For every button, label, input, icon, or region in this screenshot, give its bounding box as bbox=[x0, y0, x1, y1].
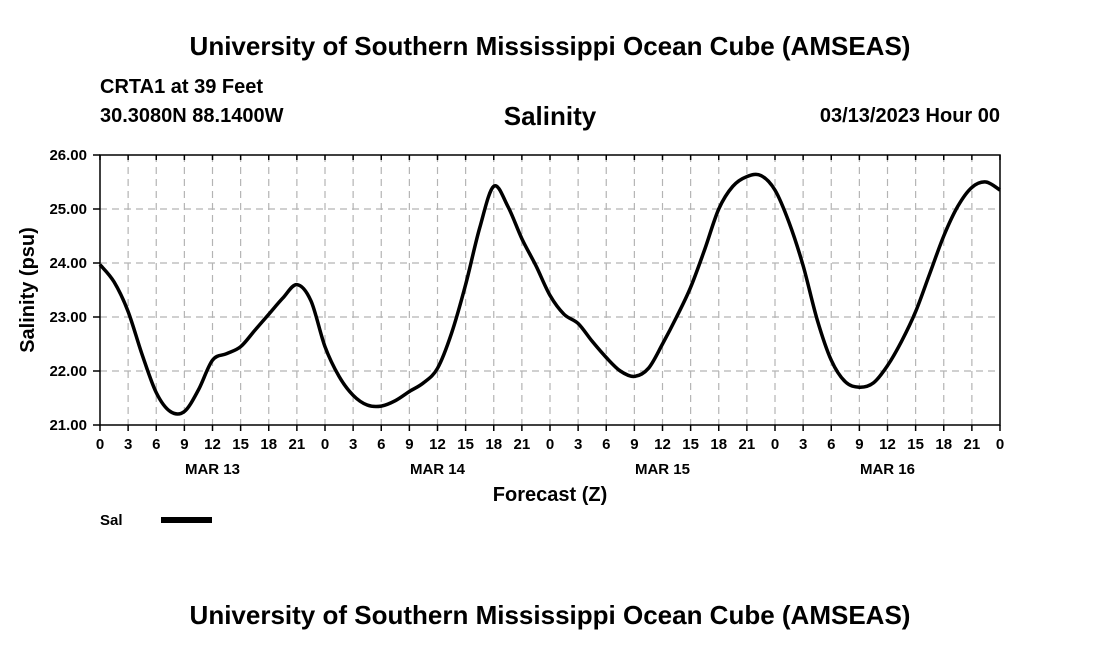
day-label: MAR 13 bbox=[185, 461, 240, 478]
x-tick-label: 0 bbox=[546, 436, 554, 453]
x-tick-label: 9 bbox=[855, 436, 863, 453]
x-tick-label: 18 bbox=[710, 436, 727, 453]
x-tick-label: 0 bbox=[771, 436, 779, 453]
x-tick-label: 15 bbox=[682, 436, 699, 453]
x-tick-label: 12 bbox=[204, 436, 221, 453]
x-tick-label: 21 bbox=[289, 436, 306, 453]
y-tick-label: 25.00 bbox=[49, 201, 87, 218]
grid-layer bbox=[100, 155, 1000, 425]
x-tick-label: 3 bbox=[574, 436, 582, 453]
x-tick-label: 21 bbox=[514, 436, 531, 453]
x-tick-label: 12 bbox=[879, 436, 896, 453]
day-label: MAR 15 bbox=[635, 461, 690, 478]
y-tick-label: 22.00 bbox=[49, 363, 87, 380]
series-line-sal bbox=[98, 172, 1001, 416]
station-coordinates: 30.3080N 88.1400W bbox=[100, 105, 284, 127]
y-axis-label: Salinity (psu) bbox=[17, 227, 39, 353]
x-tick-label: 9 bbox=[405, 436, 413, 453]
x-tick-label: 9 bbox=[180, 436, 188, 453]
data-layer bbox=[98, 172, 1001, 416]
x-tick-label: 15 bbox=[457, 436, 474, 453]
x-tick-label: 6 bbox=[602, 436, 610, 453]
x-axis-label: Forecast (Z) bbox=[493, 484, 607, 506]
legend-label: Sal bbox=[100, 512, 123, 529]
x-tick-label: 0 bbox=[96, 436, 104, 453]
x-tick-label: 3 bbox=[799, 436, 807, 453]
x-tick-label: 3 bbox=[349, 436, 357, 453]
x-tick-label: 12 bbox=[654, 436, 671, 453]
footer-title: University of Southern Mississippi Ocean… bbox=[189, 600, 911, 630]
x-tick-label: 6 bbox=[827, 436, 835, 453]
x-tick-label: 9 bbox=[630, 436, 638, 453]
x-tick-label: 18 bbox=[935, 436, 952, 453]
x-tick-label: 18 bbox=[485, 436, 502, 453]
y-tick-label: 21.00 bbox=[49, 417, 87, 434]
y-tick-label: 23.00 bbox=[49, 309, 87, 326]
x-tick-label: 21 bbox=[964, 436, 981, 453]
x-tick-label: 0 bbox=[321, 436, 329, 453]
x-tick-label: 21 bbox=[739, 436, 756, 453]
day-label: MAR 14 bbox=[410, 461, 466, 478]
y-tick-label: 24.00 bbox=[49, 255, 87, 272]
x-tick-label: 15 bbox=[907, 436, 924, 453]
tick-layer: 0 3 6 9 12 15 18 21 0 3 6 9 12 15 18 21 0 3 6 9 12 15 18 21 0 3 6 9… bbox=[49, 147, 1004, 478]
x-tick-label: 18 bbox=[260, 436, 277, 453]
y-tick-label: 26.00 bbox=[49, 147, 87, 164]
main-title: University of Southern Mississippi Ocean… bbox=[189, 31, 911, 61]
x-tick-label: 6 bbox=[152, 436, 160, 453]
x-tick-label: 12 bbox=[429, 436, 446, 453]
forecast-run-time: 03/13/2023 Hour 00 bbox=[819, 105, 1000, 127]
station-label: CRTA1 at 39 Feet bbox=[100, 76, 264, 98]
x-tick-label: 6 bbox=[377, 436, 385, 453]
x-tick-label: 15 bbox=[232, 436, 249, 453]
day-label: MAR 16 bbox=[860, 461, 915, 478]
x-tick-label: 3 bbox=[124, 436, 132, 453]
chart-title: Salinity bbox=[503, 101, 597, 131]
x-tick-label: 0 bbox=[996, 436, 1004, 453]
